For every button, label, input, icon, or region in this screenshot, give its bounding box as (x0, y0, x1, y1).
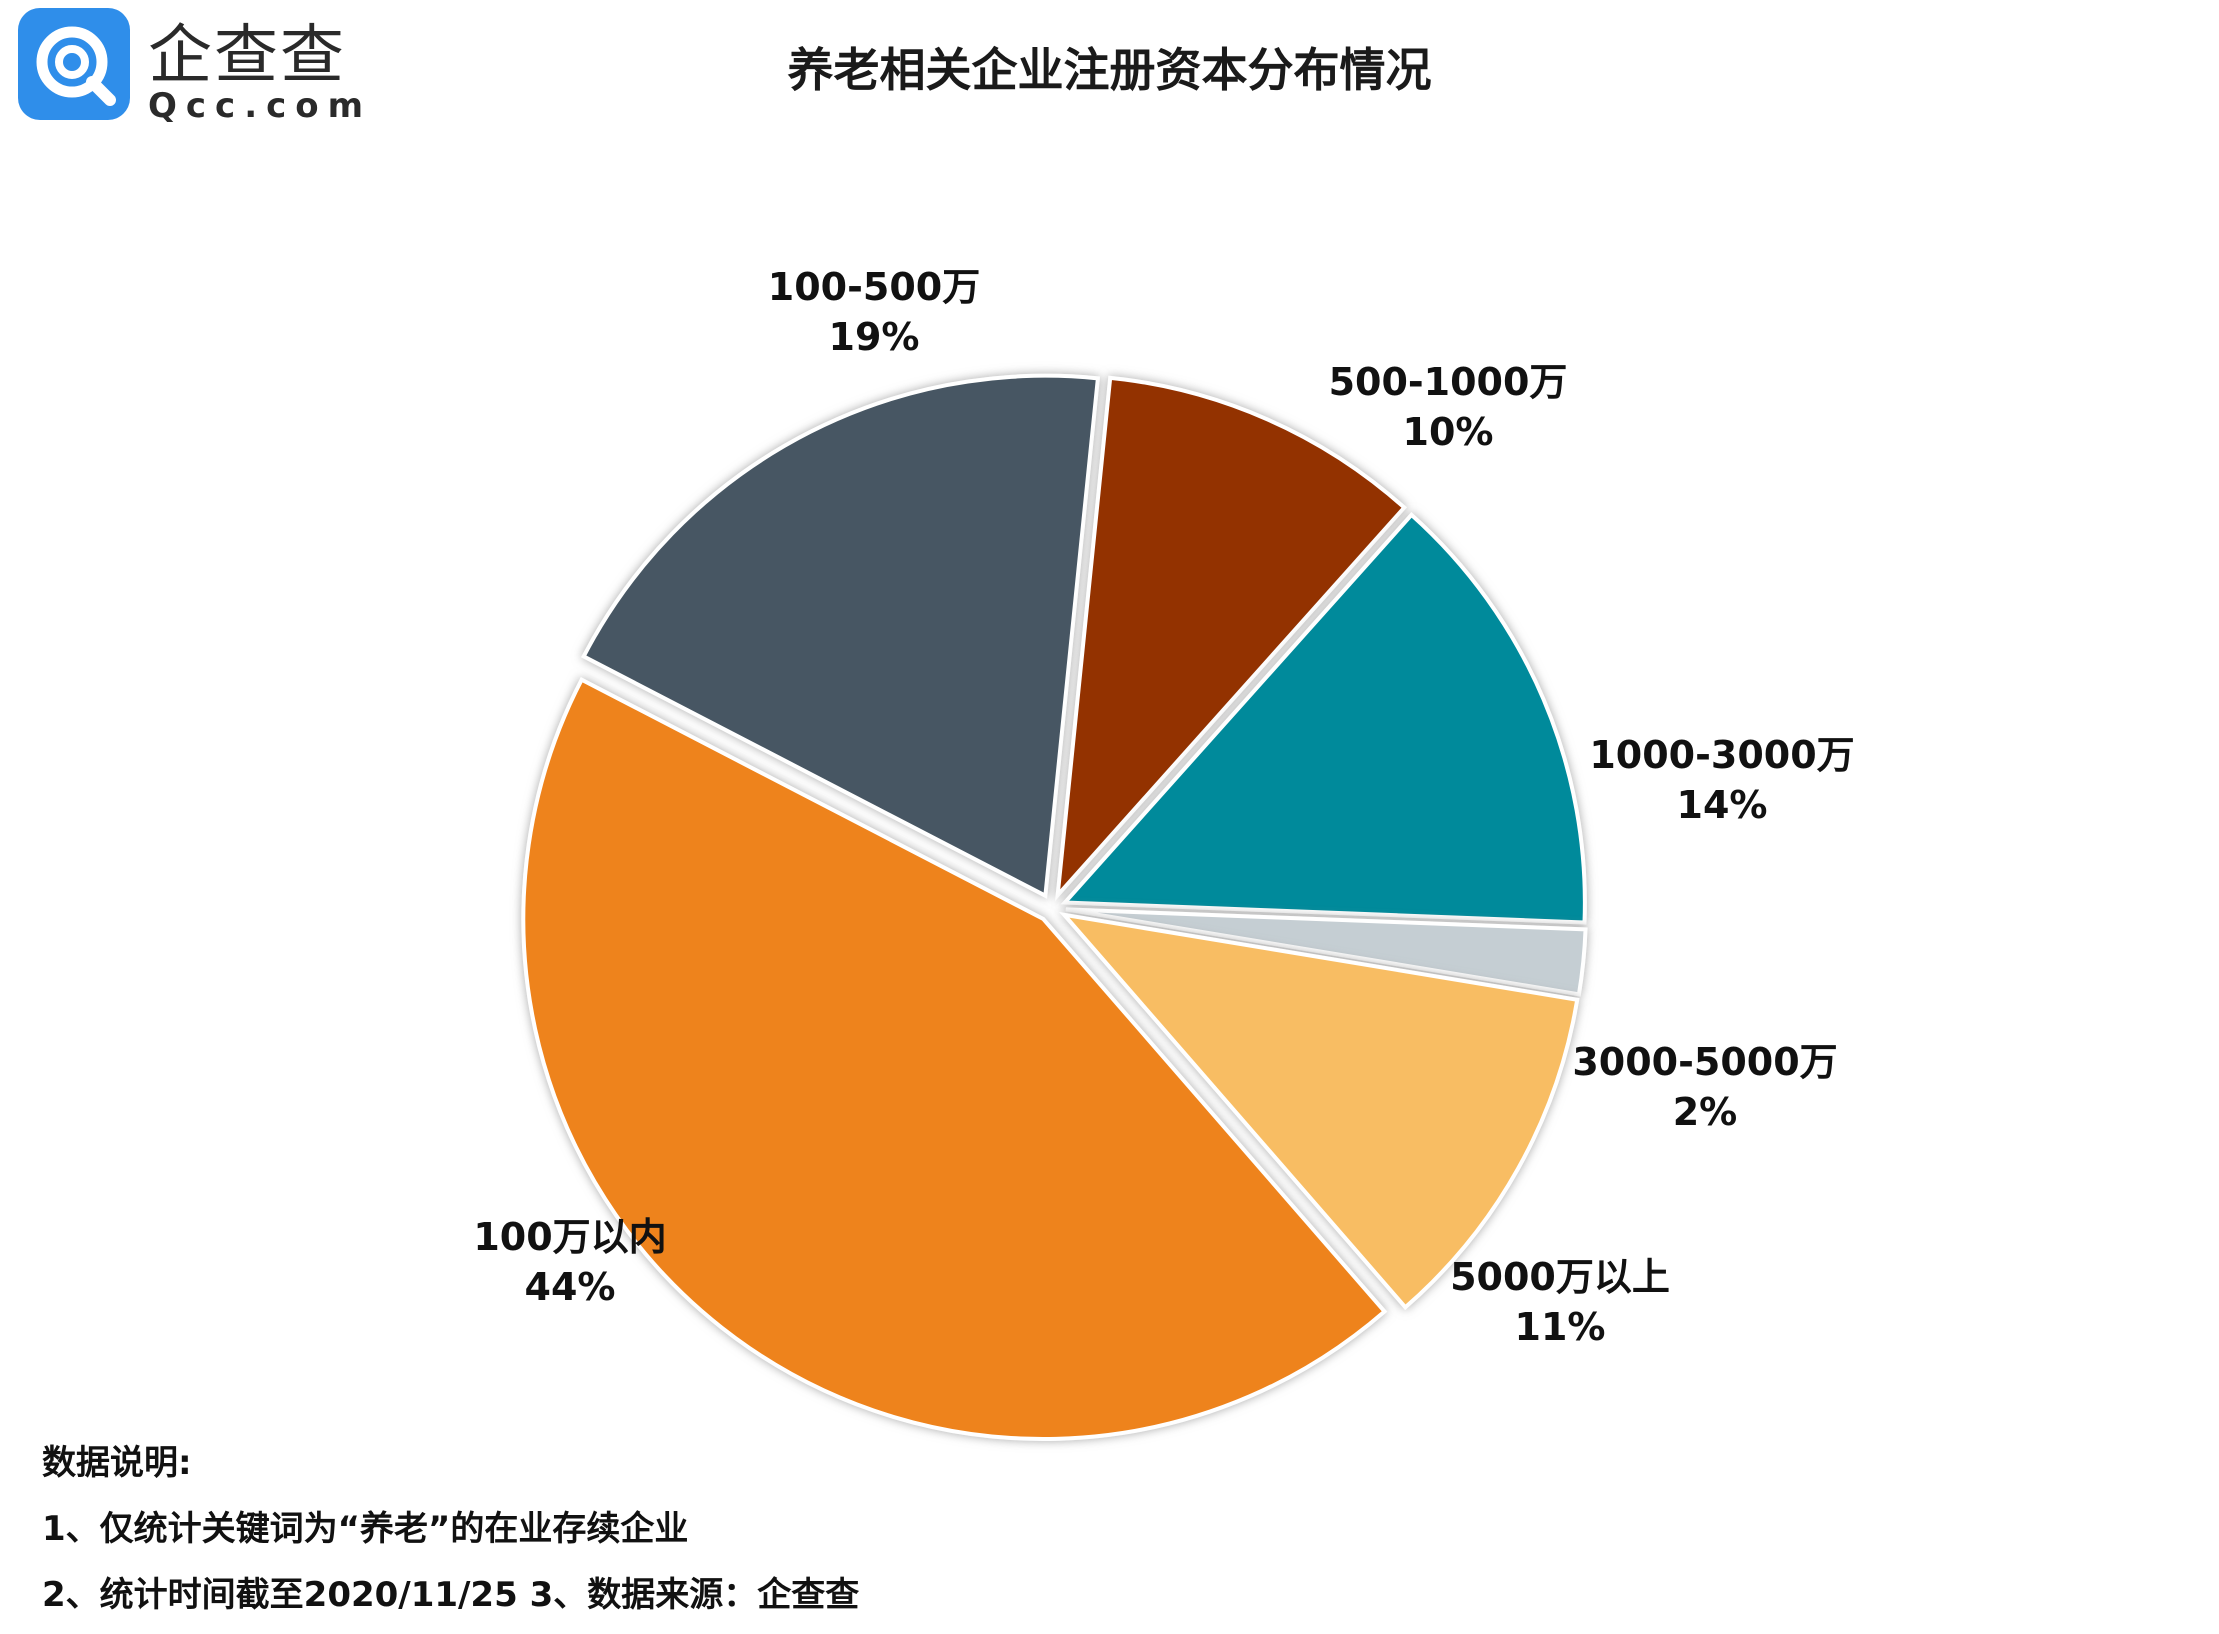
slice-label-over-5000w: 5000万以上 (1450, 1255, 1670, 1299)
pie-slice-500-1000w (1055, 375, 1408, 902)
slice-label-1000-3000w: 1000-3000万 (1589, 733, 1854, 777)
notes-heading: 数据说明: (42, 1443, 192, 1483)
pie-slice-3000-5000w (1065, 907, 1588, 997)
data-notes: 数据说明: 1、仅统计关键词为“养老”的在业存续企业 2、统计时间截至2020/… (42, 1430, 859, 1628)
pie-slice-1000-3000w (1060, 512, 1587, 925)
slice-label-100-500w: 100-500万 (768, 265, 980, 309)
slice-label-3000-5000w: 3000-5000万 (1572, 1040, 1837, 1084)
chart-title: 养老相关企业注册资本分布情况 (787, 43, 1432, 97)
slice-label-500-1000w: 500-1000万 (1329, 360, 1568, 404)
slice-value-3000-5000w: 2% (1673, 1090, 1738, 1134)
note-line-2: 2、统计时间截至2020/11/25 3、数据来源：企查查 (42, 1575, 860, 1615)
brand-name-en: Qcc.com (148, 86, 373, 126)
pie-slice-under-100w (521, 677, 1388, 1441)
note-line-1: 1、仅统计关键词为“养老”的在业存续企业 (42, 1509, 689, 1549)
brand-name-cn: 企查查 (148, 19, 346, 93)
slice-value-under-100w: 44% (525, 1265, 616, 1309)
pie-slice-over-5000w (1059, 911, 1580, 1311)
slice-value-1000-3000w: 14% (1677, 783, 1768, 827)
qcc-logo-icon (18, 8, 130, 120)
pie-slice-100-500w (580, 373, 1101, 899)
slice-label-under-100w: 100万以内 (473, 1215, 666, 1259)
slice-value-100-500w: 19% (829, 315, 920, 359)
slice-value-over-5000w: 11% (1515, 1305, 1606, 1349)
qcc-logo: 企查查 Qcc.com (18, 8, 363, 128)
slice-value-500-1000w: 10% (1403, 410, 1494, 454)
